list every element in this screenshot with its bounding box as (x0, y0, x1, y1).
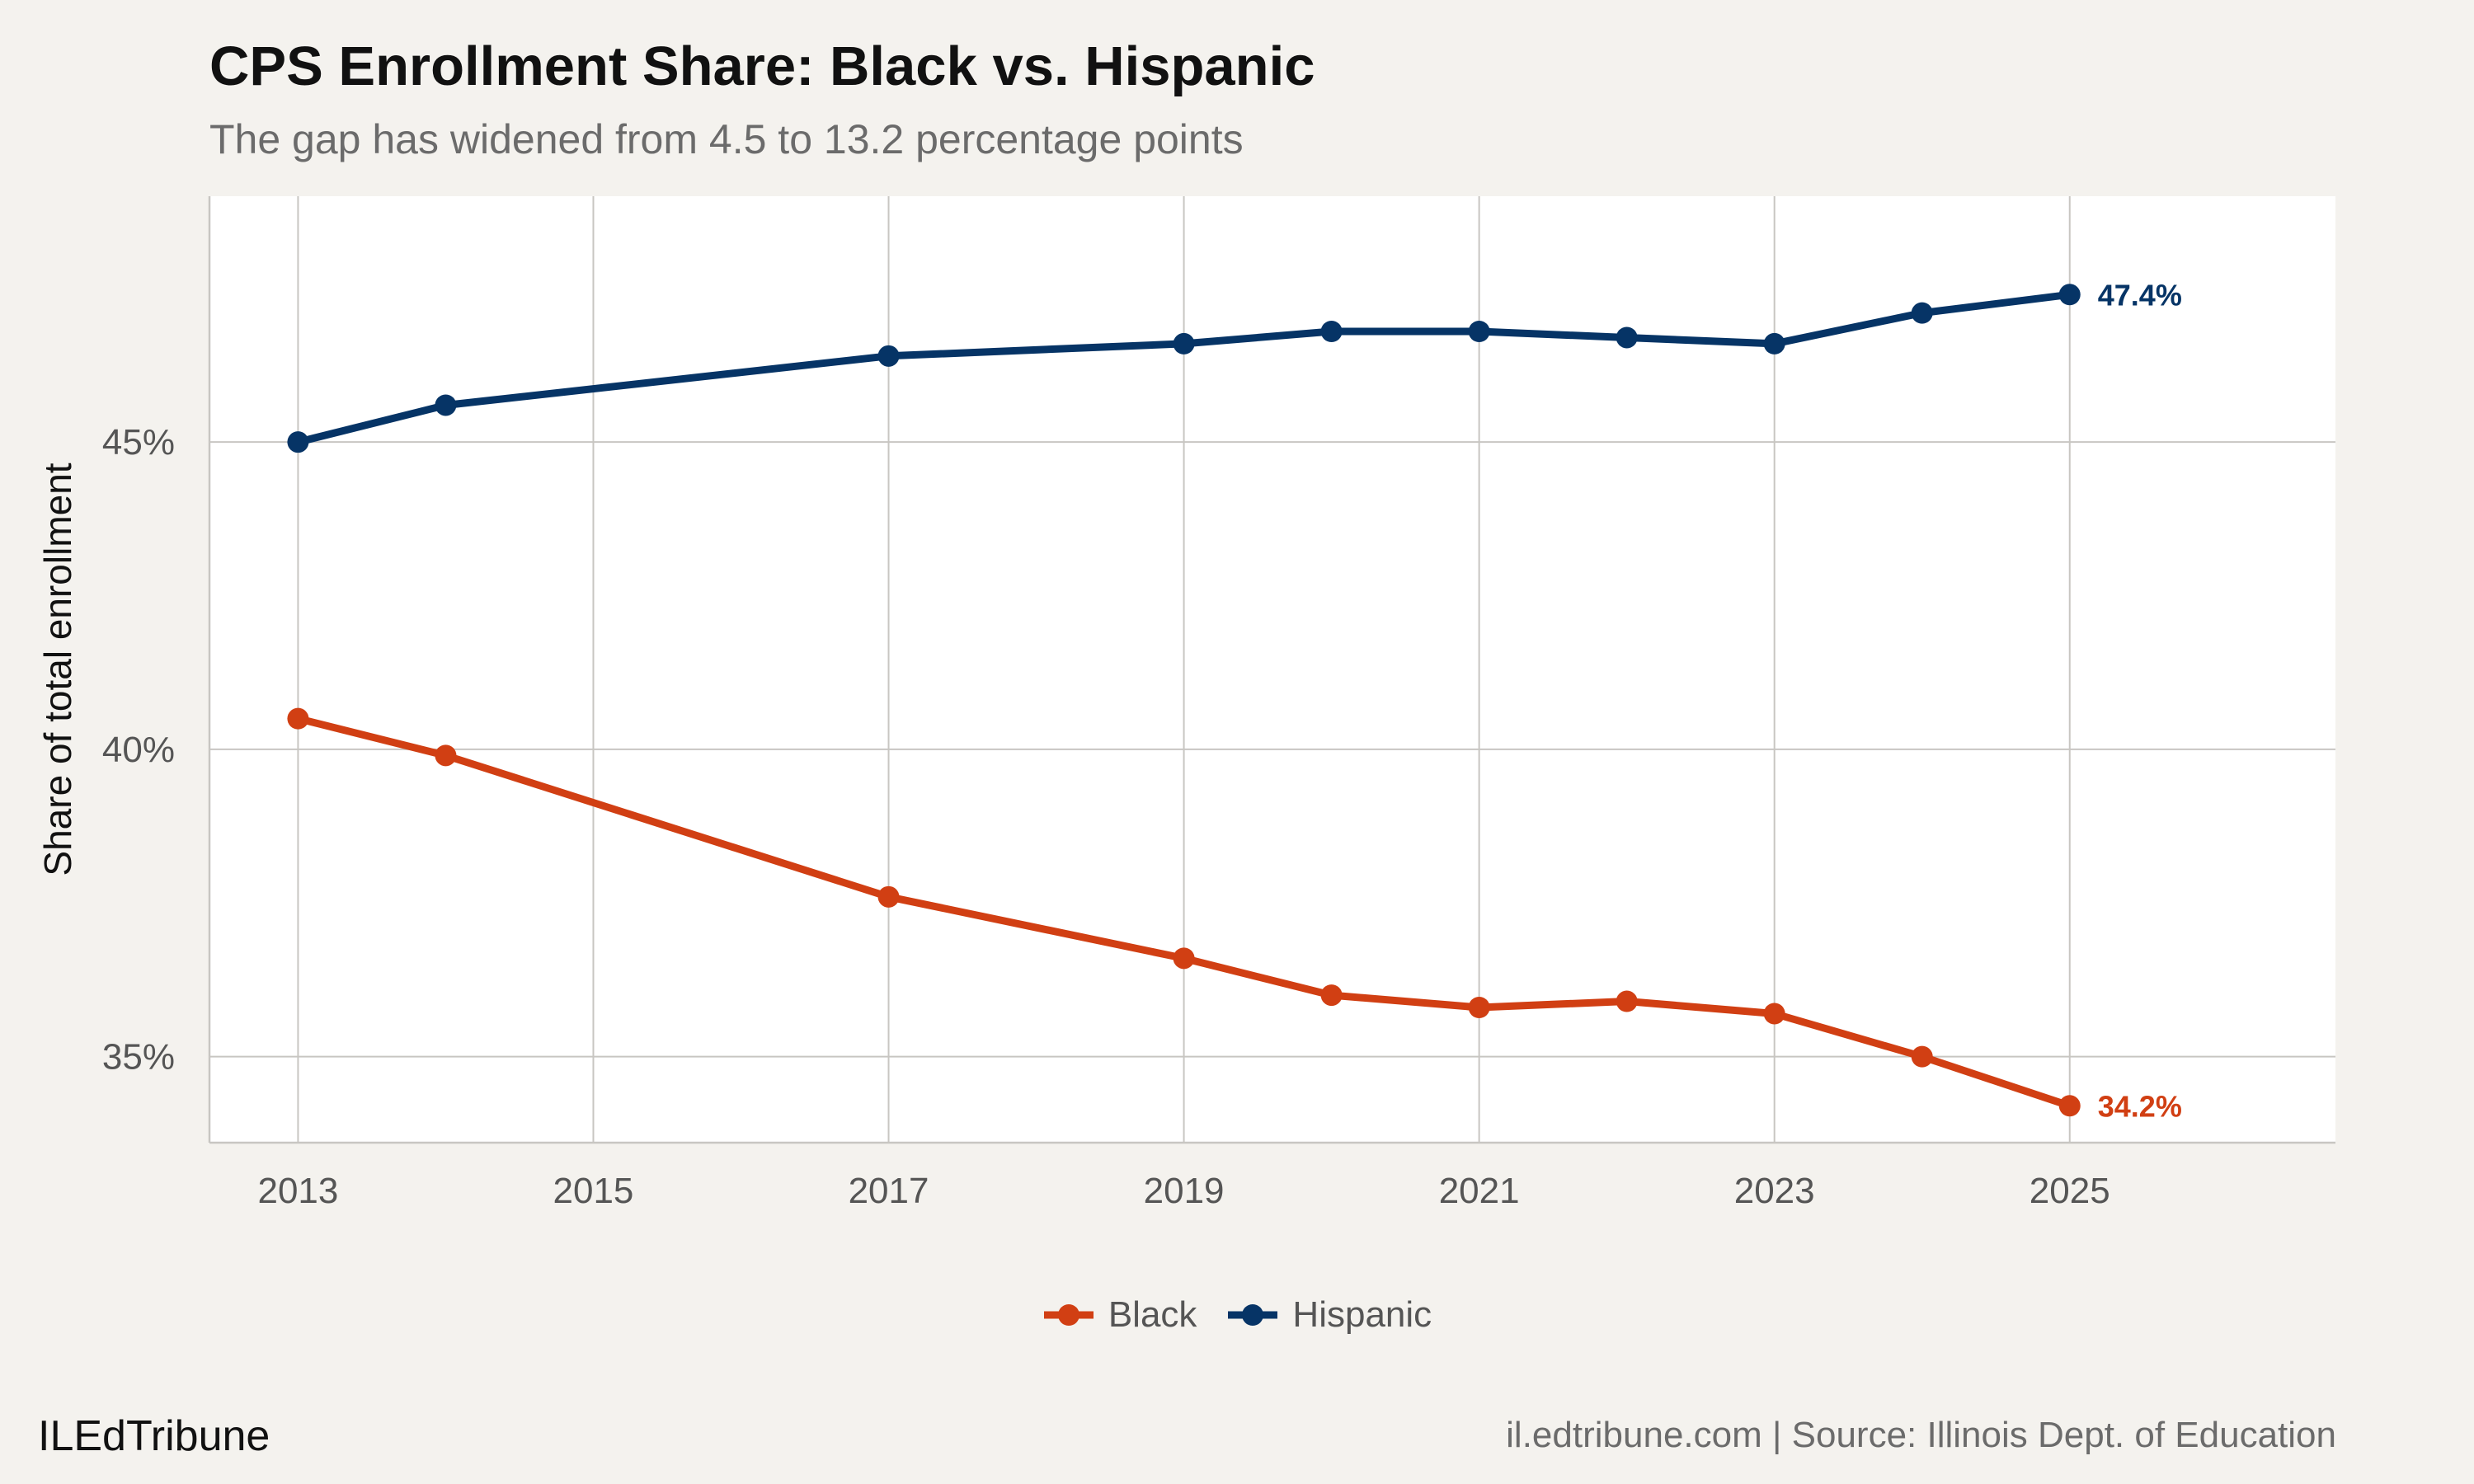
end-label-hispanic: 47.4% (2098, 278, 2182, 312)
x-tick-label-2013: 2013 (257, 1171, 338, 1211)
legend-key-black (1043, 1304, 1094, 1326)
data-point-hispanic-2014 (435, 394, 457, 416)
data-point-black-2021 (1468, 997, 1490, 1018)
data-point-hispanic-2021 (1468, 321, 1490, 342)
data-point-hispanic-2025 (2058, 284, 2081, 306)
legend-key-hispanic (1228, 1304, 1278, 1326)
end-label-black: 34.2% (2098, 1089, 2182, 1123)
data-point-hispanic-2024 (1911, 302, 1933, 324)
y-tick-label-45: 45% (102, 422, 175, 463)
data-point-hispanic-2013 (287, 431, 309, 453)
legend-item-black[interactable]: Black (1042, 1294, 1197, 1336)
data-point-hispanic-2020 (1320, 321, 1343, 342)
x-tick-label-2015: 2015 (553, 1171, 634, 1211)
data-point-hispanic-2022 (1616, 326, 1638, 349)
series-line-hispanic (294, 290, 2074, 446)
data-point-black-2013 (287, 707, 309, 730)
legend-label-hispanic: Hispanic (1292, 1294, 1432, 1335)
brand-logo-text: ILEdTribune (38, 1412, 270, 1460)
series-line-black (294, 715, 2074, 1110)
plot-panel (209, 196, 2335, 1143)
chart-subtitle: The gap has widened from 4.5 to 13.2 per… (209, 116, 1244, 162)
x-tick-label-2023: 2023 (1734, 1171, 1815, 1211)
data-point-black-2022 (1616, 990, 1638, 1012)
data-point-hispanic-2017 (877, 345, 900, 367)
data-point-black-2023 (1763, 1003, 1785, 1025)
legend-label-black: Black (1108, 1294, 1197, 1335)
data-point-black-2019 (1173, 947, 1195, 970)
source-credit: il.edtribune.com | Source: Illinois Dept… (1506, 1415, 2336, 1455)
data-point-black-2024 (1911, 1045, 1933, 1068)
chart-title: CPS Enrollment Share: Black vs. Hispanic (209, 35, 1315, 97)
data-point-hispanic-2023 (1763, 332, 1785, 355)
data-point-black-2025 (2058, 1095, 2081, 1117)
x-tick-label-2025: 2025 (2030, 1171, 2110, 1211)
y-tick-label-40: 40% (102, 730, 175, 770)
data-point-black-2014 (435, 744, 457, 767)
x-tick-label-2019: 2019 (1144, 1171, 1225, 1211)
x-tick-label-2021: 2021 (1439, 1171, 1520, 1211)
data-point-black-2017 (877, 885, 900, 908)
data-point-black-2020 (1320, 984, 1343, 1007)
x-tick-label-2017: 2017 (849, 1171, 929, 1211)
legend: Black Hispanic (0, 1294, 2474, 1336)
legend-item-hispanic[interactable]: Hispanic (1226, 1294, 1432, 1336)
data-point-hispanic-2019 (1173, 332, 1195, 355)
y-axis-title: Share of total enrollment (36, 463, 79, 876)
y-tick-label-35: 35% (102, 1037, 175, 1078)
